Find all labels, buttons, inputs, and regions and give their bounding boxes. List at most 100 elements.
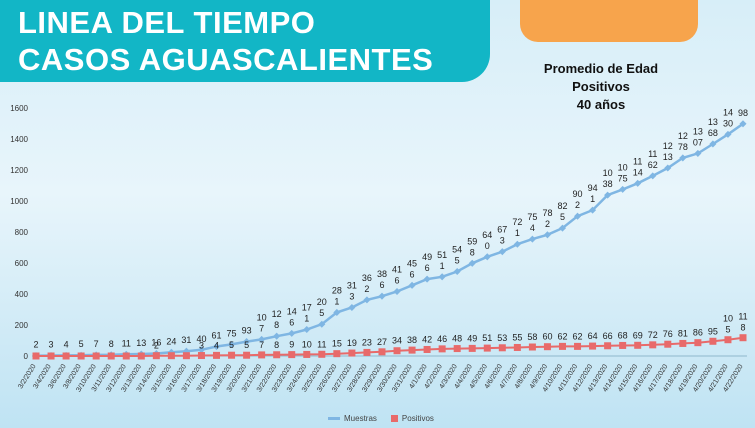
data-point-muestras [393, 287, 401, 296]
data-point-muestras [679, 154, 687, 162]
data-label-muestras: 75 [618, 173, 628, 183]
data-label-muestras: 8 [470, 247, 475, 257]
data-point-positivos [333, 350, 341, 358]
data-label-muestras: 28 [332, 285, 342, 295]
data-point-positivos [483, 344, 491, 352]
data-point-muestras [558, 224, 567, 232]
data-point-positivos [664, 340, 672, 348]
data-point-positivos [679, 339, 687, 347]
data-point-positivos [438, 345, 446, 353]
data-label-positivos: 55 [512, 332, 522, 342]
data-label-positivos: 7 [259, 340, 264, 350]
data-label-muestras: 6 [379, 280, 384, 290]
data-point-positivos [574, 342, 582, 350]
data-label-muestras: 5 [79, 339, 84, 349]
data-label-muestras: 68 [708, 128, 718, 138]
data-point-muestras [604, 191, 612, 199]
data-point-positivos [182, 352, 190, 360]
data-label-positivos: 64 [588, 331, 598, 341]
data-point-positivos [543, 343, 551, 351]
data-point-positivos [197, 352, 205, 360]
data-label-muestras: 4 [64, 339, 69, 349]
data-label-muestras: 6 [425, 263, 430, 273]
data-label-positivos: 53 [497, 333, 507, 343]
data-point-positivos [213, 351, 221, 359]
data-point-positivos [724, 336, 732, 344]
data-point-positivos [468, 344, 476, 352]
data-label-muestras: 31 [347, 280, 357, 290]
data-point-muestras [438, 273, 446, 281]
data-label-muestras: 10 [603, 168, 613, 178]
legend-item-positivos: Positivos [390, 414, 434, 423]
data-point-positivos [709, 337, 717, 345]
data-label-positivos: 62 [557, 331, 567, 341]
data-label-muestras: 45 [407, 258, 417, 268]
data-label-muestras: 6 [395, 276, 400, 286]
data-label-positivos: 46 [437, 334, 447, 344]
data-label-muestras: 07 [693, 137, 703, 147]
data-label-positivos: 62 [573, 331, 583, 341]
data-label-positivos: 81 [678, 328, 688, 338]
data-label-positivos: 69 [633, 330, 643, 340]
data-point-muestras [378, 292, 386, 300]
data-point-positivos [62, 352, 70, 360]
data-label-muestras: 24 [166, 336, 176, 346]
data-point-positivos [589, 342, 597, 350]
data-label-muestras: 12 [272, 309, 282, 319]
data-point-muestras [273, 332, 281, 340]
data-label-muestras: 0 [485, 241, 490, 251]
data-point-muestras [408, 281, 416, 289]
data-label-muestras: 61 [212, 331, 222, 341]
data-point-positivos [288, 351, 296, 359]
data-point-positivos [107, 352, 115, 360]
data-label-muestras: 5 [455, 256, 460, 266]
data-point-positivos [318, 350, 326, 358]
y-tick-label: 200 [15, 321, 29, 330]
data-label-positivos: 42 [422, 334, 432, 344]
data-point-positivos [634, 341, 642, 349]
data-label-muestras: 14 [633, 167, 643, 177]
data-point-muestras [739, 120, 747, 128]
y-tick-label: 1400 [10, 135, 28, 144]
data-label-positivos: 3 [199, 341, 204, 351]
data-label-muestras: 8 [274, 320, 279, 330]
average-age-line-1: Promedio de Edad [543, 61, 659, 76]
data-label-muestras: 12 [678, 131, 688, 141]
data-label-muestras: 93 [242, 326, 252, 336]
data-point-muestras [348, 303, 356, 312]
average-age-box: Promedio de Edad Positivos 40 años [526, 60, 676, 114]
data-label-muestras: 82 [557, 201, 567, 211]
data-point-muestras [423, 275, 431, 283]
data-point-positivos [649, 341, 657, 349]
data-point-positivos [423, 345, 431, 353]
data-label-positivos: 27 [377, 337, 387, 347]
data-point-positivos [498, 344, 506, 352]
data-label-muestras: 3 [49, 340, 54, 350]
data-point-positivos [77, 352, 85, 360]
data-point-muestras [528, 235, 536, 243]
data-label-positivos: 86 [693, 328, 703, 338]
data-label-muestras: 3 [500, 236, 505, 246]
data-label-positivos: 60 [542, 332, 552, 342]
data-point-positivos [137, 352, 145, 360]
data-label-muestras: 13 [136, 338, 146, 348]
data-point-positivos [92, 352, 100, 360]
y-tick-label: 400 [15, 290, 29, 299]
data-point-muestras [664, 164, 672, 172]
y-tick-label: 800 [15, 228, 29, 237]
data-label-muestras: 75 [527, 212, 537, 222]
y-tick-label: 1200 [10, 166, 28, 175]
data-label-muestras: 54 [452, 245, 462, 255]
data-label-positivos: 5 [229, 340, 234, 350]
data-point-positivos [393, 347, 401, 355]
data-label-muestras: 36 [362, 273, 372, 283]
data-label-muestras: 1 [590, 194, 595, 204]
orange-tab-decoration [520, 0, 698, 42]
data-label-muestras: 20 [317, 297, 327, 307]
data-point-positivos [243, 351, 251, 359]
data-label-muestras: 38 [377, 269, 387, 279]
data-label-muestras: 90 [573, 189, 583, 199]
data-label-positivos: 51 [482, 333, 492, 343]
data-label-muestras: 14 [723, 107, 733, 117]
data-point-muestras [483, 253, 491, 261]
